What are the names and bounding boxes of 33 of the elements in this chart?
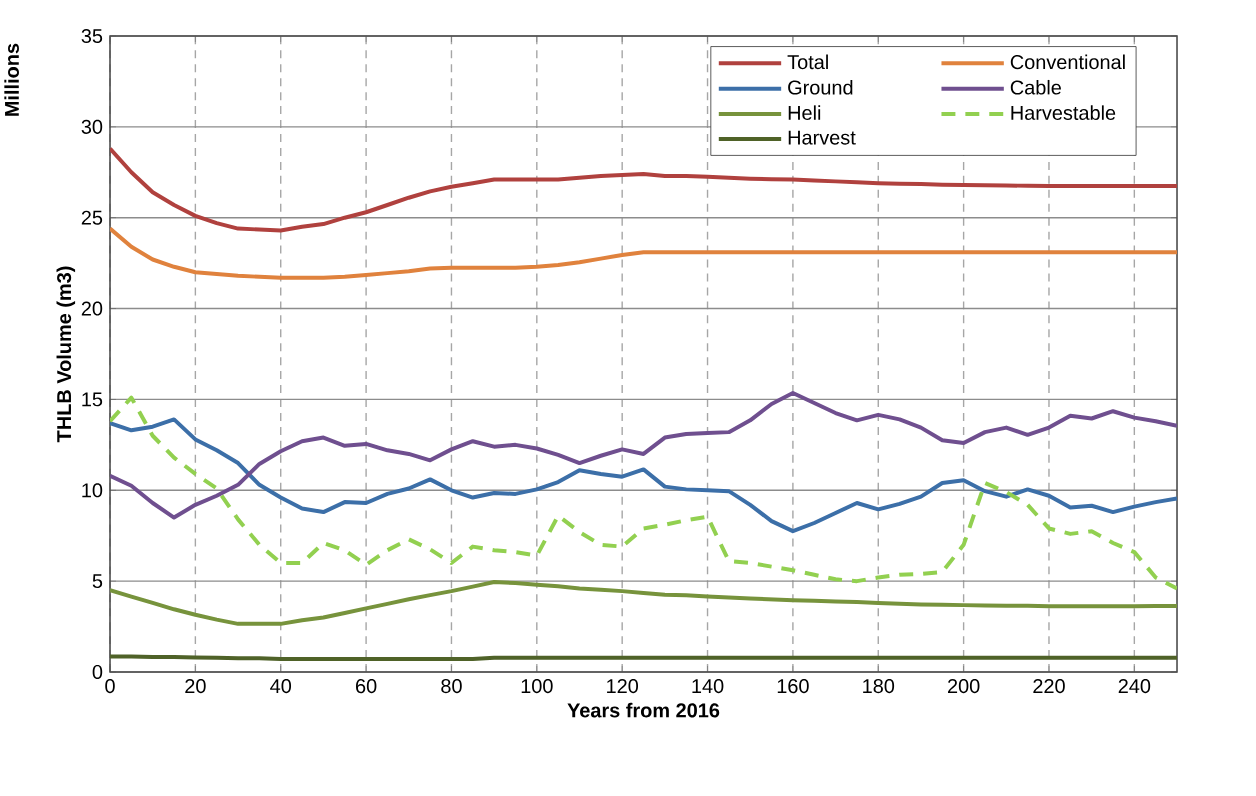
x-tick-label: 40 bbox=[270, 679, 292, 694]
x-axis-title: Years from 2016 bbox=[567, 702, 720, 718]
y-tick-label: 10 bbox=[82, 483, 103, 498]
y-tick-label: 35 bbox=[81, 28, 103, 44]
legend-label: Total bbox=[787, 54, 828, 70]
legend-label: Harvest bbox=[788, 130, 856, 145]
y-tick-label: 0 bbox=[92, 664, 103, 680]
y-tick-label: 30 bbox=[81, 119, 103, 134]
x-tick-label: 180 bbox=[863, 679, 895, 694]
x-tick-label: 240 bbox=[1118, 679, 1151, 694]
legend-label: Ground bbox=[788, 79, 853, 95]
x-tick-label: 160 bbox=[777, 679, 809, 694]
y-tick-label: 5 bbox=[92, 574, 103, 589]
y-tick-label: 20 bbox=[81, 301, 103, 316]
text: Millions bbox=[4, 43, 19, 116]
x-tick-label: 220 bbox=[1033, 679, 1065, 694]
line-series bbox=[110, 391, 1178, 520]
x-tick-label: 140 bbox=[692, 679, 724, 694]
y-axis-title: THLB Volume (m3) bbox=[56, 266, 76, 443]
x-tick-label: 120 bbox=[607, 679, 639, 694]
x-tick-label: 20 bbox=[185, 679, 206, 694]
x-tick-label: 200 bbox=[948, 679, 980, 694]
legend-label: Heli bbox=[788, 105, 821, 120]
legend-label: Harvestable bbox=[1011, 105, 1116, 120]
line-series bbox=[110, 417, 1178, 534]
legend-label: Cable bbox=[1010, 79, 1061, 95]
x-tick-label: 80 bbox=[441, 679, 462, 694]
x-tick-label: 60 bbox=[356, 679, 377, 694]
y-tick-label: 15 bbox=[82, 392, 103, 407]
legend-label: Conventional bbox=[1010, 54, 1125, 70]
x-tick-label: 0 bbox=[105, 679, 115, 694]
y-tick-label: 25 bbox=[81, 210, 103, 225]
x-tick-label: 100 bbox=[521, 679, 553, 694]
